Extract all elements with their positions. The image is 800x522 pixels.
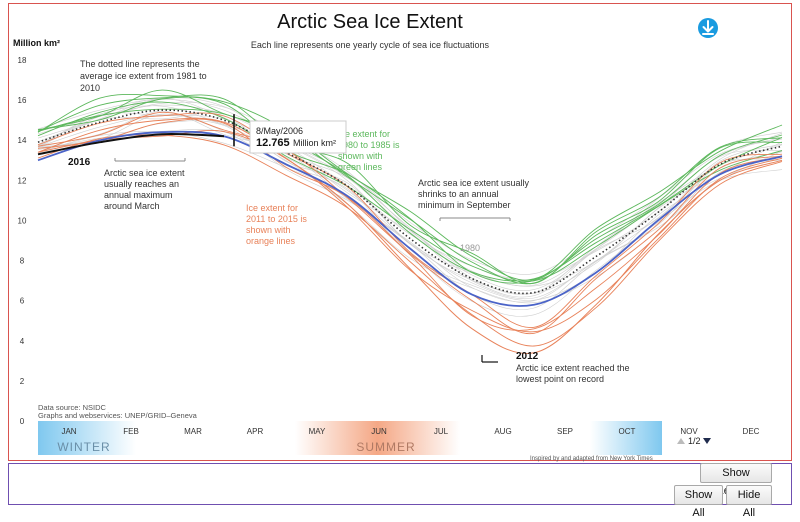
annotation-2012: 2012 Arctic ice extent reached the lowes…	[481, 351, 630, 384]
series-lines	[37, 89, 783, 354]
y-tick-label: 16	[18, 96, 27, 105]
x-ticks: JAN FEB MAR APR MAY JUN JUL AUG SEP OCT NOV DEC	[61, 427, 759, 436]
annotation-dotted: The dotted line represents the average i…	[80, 59, 207, 93]
series-line-gray	[37, 131, 783, 317]
series-line-gray	[37, 128, 783, 304]
annotation-green-line-4: green lines	[338, 162, 383, 172]
sea-ice-chart[interactable]: WINTER SUMMER Arctic Sea Ice Extent Each…	[0, 0, 800, 508]
annotation-green-line-3: shown with	[338, 151, 383, 161]
page-down-icon[interactable]	[703, 438, 711, 444]
annotation-max: Arctic sea ice extent usually reaches an…	[104, 158, 186, 211]
tooltip-box	[249, 120, 347, 154]
x-tick-jun: JUN	[371, 427, 387, 436]
annotation-dotted-line-2: average ice extent from 1981 to	[80, 71, 207, 81]
annotation-max-line-2: usually reaches an	[104, 179, 179, 189]
x-tick-jan: JAN	[61, 427, 76, 436]
annotation-min: Arctic sea ice extent usually shrinks to…	[418, 178, 530, 221]
x-tick-jul: JUL	[434, 427, 449, 436]
y-tick-label: 10	[18, 216, 27, 225]
x-tick-aug: AUG	[494, 427, 511, 436]
hide-all-button[interactable]: Hide All	[726, 485, 772, 519]
series-line-gray	[37, 105, 783, 287]
series-line-2006	[37, 130, 783, 307]
pager: 1/2	[677, 436, 711, 446]
x-tick-apr: APR	[247, 427, 264, 436]
download-icon[interactable]	[698, 18, 718, 38]
chart-title: Arctic Sea Ice Extent	[277, 11, 463, 33]
y-tick-label: 6	[20, 297, 25, 306]
x-tick-dec: DEC	[743, 427, 760, 436]
y-axis-label: Million km²	[13, 38, 60, 48]
series-line-green	[37, 89, 783, 285]
credit-note: Inspired by and adapted from New York Ti…	[530, 456, 653, 462]
winter-band-left	[38, 421, 136, 455]
season-winter-label: WINTER	[57, 440, 110, 454]
series-line-2012	[37, 117, 783, 354]
annotation-max-line-3: annual maximum	[104, 190, 173, 200]
label-1980: 1980	[460, 243, 480, 253]
annotation-orange-line-4: orange lines	[246, 236, 296, 246]
season-summer-label: SUMMER	[356, 440, 415, 454]
y-tick-label: 4	[20, 337, 25, 346]
annotation-dotted-line-3: 2010	[80, 83, 100, 93]
series-line-green	[37, 108, 783, 282]
annotation-dotted-line-1: The dotted line represents the	[80, 59, 200, 69]
chart-subtitle: Each line represents one yearly cycle of…	[251, 40, 490, 50]
tooltip-value: 12.765	[256, 137, 290, 149]
show-all-button[interactable]: Show All	[674, 485, 723, 519]
annotation-low-line-2: lowest point on record	[516, 374, 604, 384]
annotation-green: Ice extent for 1980 to 1985 is shown wit…	[338, 129, 400, 172]
tooltip-unit: Million km²	[293, 138, 336, 148]
annotation-min-line-2: shrinks to an annual	[418, 189, 499, 199]
series-line-gray	[37, 120, 783, 311]
annotation-orange-line-1: Ice extent for	[246, 203, 298, 213]
y-tick-label: 0	[20, 417, 25, 426]
x-tick-oct: OCT	[619, 427, 636, 436]
annotation-min-line-1: Arctic sea ice extent usually	[418, 178, 530, 188]
series-line-orange	[37, 134, 783, 347]
label-2016: 2016	[68, 157, 91, 168]
series-line-average	[37, 109, 783, 295]
graphs-source: Graphs and webservices: UNEP/GRID–Geneva	[38, 411, 198, 420]
show-legend-button[interactable]: Show Legend	[700, 463, 772, 497]
pager-label: 1/2	[688, 436, 701, 446]
annotation-orange-line-2: 2011 to 2015 is	[246, 214, 307, 224]
y-tick-label: 2	[20, 377, 25, 386]
annotation-orange-line-3: shown with	[246, 225, 291, 235]
winter-band-right	[590, 421, 662, 455]
series-line-orange	[37, 111, 783, 335]
x-tick-feb: FEB	[123, 427, 139, 436]
x-tick-mar: MAR	[184, 427, 202, 436]
summer-band	[295, 421, 460, 455]
annotation-green-line-1: Ice extent for	[338, 129, 390, 139]
y-tick-label: 12	[18, 176, 27, 185]
x-tick-may: MAY	[309, 427, 326, 436]
annotation-orange: Ice extent for 2011 to 2015 is shown wit…	[246, 203, 307, 246]
page-up-icon[interactable]	[677, 438, 685, 444]
series-line-gray	[37, 114, 783, 300]
series-line-green	[37, 94, 783, 284]
x-tick-sep: SEP	[557, 427, 573, 436]
series-line-gray	[37, 110, 783, 303]
series-line-2016	[37, 132, 225, 156]
annotation-low-line-1: Arctic ice extent reached the	[516, 363, 630, 373]
annotation-green-line-2: 1980 to 1985 is	[338, 140, 400, 150]
tooltip-date: 8/May/2006	[256, 126, 303, 136]
series-line-green	[37, 93, 783, 281]
annotation-max-line-4: around March	[104, 201, 160, 211]
label-2012: 2012	[516, 351, 539, 362]
x-tick-nov: NOV	[680, 427, 698, 436]
data-source: Data source: NSIDC	[38, 403, 107, 412]
y-tick-label: 18	[18, 56, 27, 65]
y-tick-label: 14	[18, 136, 27, 145]
annotation-min-line-3: minimum in September	[418, 200, 511, 210]
y-ticks: 0 2 4 6 8 10 12 14 16 18	[18, 56, 27, 426]
tooltip: 8/May/2006 12.765 Million km²	[249, 120, 347, 154]
series-line-orange	[37, 112, 783, 328]
series-line-orange	[37, 118, 783, 331]
legend-panel	[8, 463, 792, 505]
y-tick-label: 8	[20, 257, 25, 266]
series-line-gray	[37, 112, 783, 295]
annotation-max-line-1: Arctic sea ice extent	[104, 168, 185, 178]
